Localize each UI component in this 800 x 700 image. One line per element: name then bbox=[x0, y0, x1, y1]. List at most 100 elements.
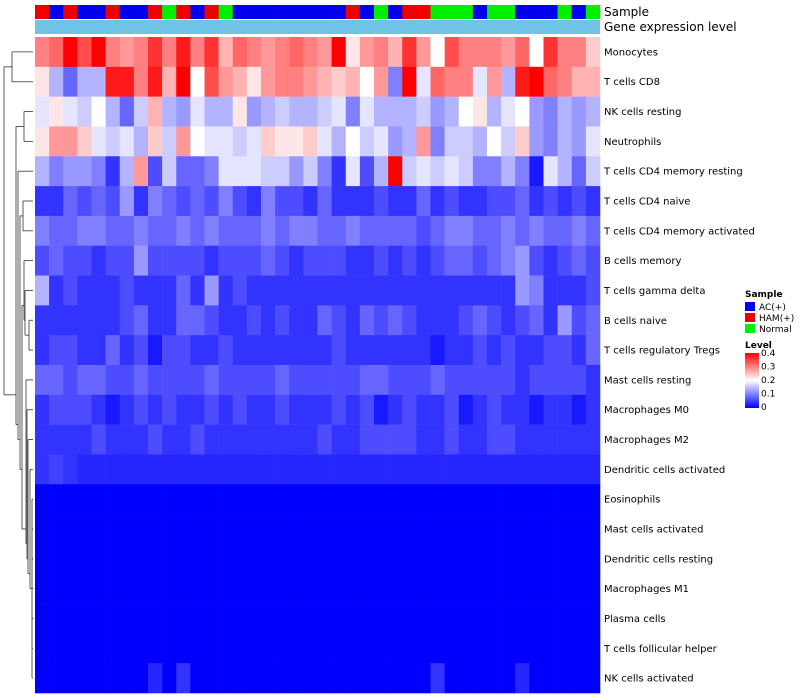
heatmap-cell bbox=[501, 275, 516, 306]
heatmap-cell bbox=[204, 245, 219, 276]
heatmap-cell bbox=[430, 484, 445, 515]
heatmap-cell bbox=[416, 66, 431, 97]
heatmap-cell bbox=[204, 37, 219, 68]
heatmap-cell bbox=[63, 394, 78, 425]
heatmap-cell bbox=[585, 603, 601, 634]
heatmap-cell bbox=[176, 394, 191, 425]
heatmap-cell bbox=[472, 215, 488, 247]
heatmap-cell bbox=[458, 633, 474, 664]
heatmap-cell bbox=[458, 305, 474, 336]
heatmap-cell bbox=[501, 156, 516, 187]
heatmap-cell bbox=[359, 37, 375, 68]
heatmap-cell bbox=[133, 633, 149, 664]
heatmap-cell bbox=[303, 514, 318, 545]
heatmap-cell bbox=[218, 514, 234, 545]
heatmap-cell bbox=[487, 335, 502, 366]
heatmap-cell bbox=[388, 96, 403, 127]
heatmap-cell bbox=[557, 573, 573, 604]
row-label: Plasma cells bbox=[604, 614, 666, 625]
heatmap-cell bbox=[91, 514, 106, 545]
heatmap-cell bbox=[275, 424, 290, 455]
heatmap-cell bbox=[430, 96, 445, 127]
heatmap-cell bbox=[176, 126, 191, 157]
heatmap-cell bbox=[176, 603, 191, 634]
heatmap-cell bbox=[529, 424, 544, 455]
heatmap-cell bbox=[119, 37, 135, 68]
heatmap-cell bbox=[190, 573, 205, 604]
heatmap-cell bbox=[501, 335, 516, 366]
heatmap-cell bbox=[543, 186, 558, 217]
heatmap-cell bbox=[218, 245, 234, 276]
heatmap-cell bbox=[176, 663, 191, 694]
heatmap-cell bbox=[444, 335, 460, 366]
heatmap-cell bbox=[162, 543, 177, 575]
heatmap-cell bbox=[529, 663, 544, 694]
heatmap-cell bbox=[105, 543, 121, 575]
heatmap-cell bbox=[331, 215, 347, 247]
heatmap-cell bbox=[246, 454, 262, 485]
heatmap-cell bbox=[77, 96, 92, 127]
heatmap-cell bbox=[359, 245, 375, 276]
heatmap-cell bbox=[529, 573, 544, 604]
heatmap-cell bbox=[232, 633, 248, 664]
heatmap-cell bbox=[458, 484, 474, 515]
heatmap-cell bbox=[543, 275, 558, 306]
heatmap-cell bbox=[402, 454, 417, 485]
heatmap-cell bbox=[444, 275, 460, 306]
heatmap-cell bbox=[430, 126, 445, 157]
heatmap-cell bbox=[91, 215, 106, 247]
sample-annotation-cell bbox=[176, 5, 191, 19]
heatmap-cell bbox=[119, 484, 135, 515]
heatmap-cell bbox=[501, 37, 516, 68]
heatmap-cell bbox=[458, 186, 474, 217]
heatmap-cell bbox=[133, 66, 149, 97]
heatmap-cell bbox=[557, 275, 573, 306]
heatmap-cell bbox=[458, 454, 474, 485]
heatmap-cell bbox=[218, 126, 234, 157]
heatmap-cell bbox=[543, 66, 558, 97]
heatmap-cell bbox=[571, 365, 587, 396]
heatmap-cell bbox=[458, 573, 474, 604]
heatmap-cell bbox=[289, 37, 304, 68]
heatmap-cell bbox=[105, 96, 121, 127]
heatmap-cell bbox=[374, 543, 389, 575]
heatmap-cell bbox=[430, 663, 445, 694]
heatmap-cell bbox=[162, 335, 177, 366]
heatmap-cell bbox=[133, 37, 149, 68]
heatmap-cell bbox=[190, 96, 205, 127]
heatmap-cell bbox=[289, 543, 304, 575]
heatmap-cell bbox=[444, 66, 460, 97]
heatmap-cell bbox=[49, 96, 64, 127]
heatmap-cell bbox=[176, 543, 191, 575]
heatmap-cell bbox=[303, 305, 318, 336]
heatmap-cell bbox=[133, 394, 149, 425]
heatmap-cell bbox=[162, 633, 177, 664]
heatmap-cells bbox=[35, 37, 601, 694]
heatmap-cell bbox=[218, 215, 234, 247]
heatmap-cell bbox=[345, 186, 361, 217]
heatmap-cell bbox=[133, 663, 149, 694]
heatmap-cell bbox=[388, 66, 403, 97]
heatmap-cell bbox=[77, 484, 92, 515]
heatmap-cell bbox=[529, 245, 544, 276]
row-label: Eosinophils bbox=[604, 495, 660, 506]
heatmap-cell bbox=[176, 245, 191, 276]
legend-sample-entries: AC(+)HAM(+)Normal bbox=[745, 302, 794, 335]
heatmap-cell bbox=[331, 186, 347, 217]
sample-annotation-cell bbox=[232, 5, 248, 19]
heatmap-cell bbox=[515, 305, 530, 336]
heatmap-cell bbox=[529, 335, 544, 366]
heatmap-cell bbox=[63, 156, 78, 187]
heatmap-cell bbox=[515, 335, 530, 366]
heatmap-cell bbox=[345, 573, 361, 604]
heatmap-cell bbox=[289, 275, 304, 306]
heatmap-cell bbox=[246, 245, 262, 276]
heatmap-cell bbox=[359, 663, 375, 694]
heatmap-cell bbox=[388, 573, 403, 604]
heatmap-cell bbox=[585, 394, 601, 425]
heatmap-cell bbox=[261, 156, 276, 187]
heatmap-cell bbox=[77, 126, 92, 157]
heatmap-cell bbox=[303, 543, 318, 575]
heatmap-cell bbox=[119, 633, 135, 664]
heatmap-cell bbox=[275, 66, 290, 97]
